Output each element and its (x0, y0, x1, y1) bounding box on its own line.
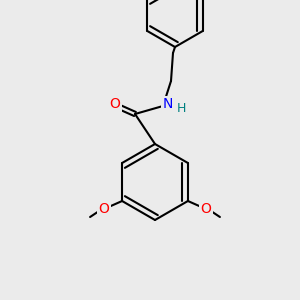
Text: O: O (99, 202, 110, 216)
Text: O: O (110, 97, 120, 111)
Text: H: H (176, 103, 186, 116)
Text: N: N (163, 97, 173, 111)
Text: O: O (200, 202, 211, 216)
